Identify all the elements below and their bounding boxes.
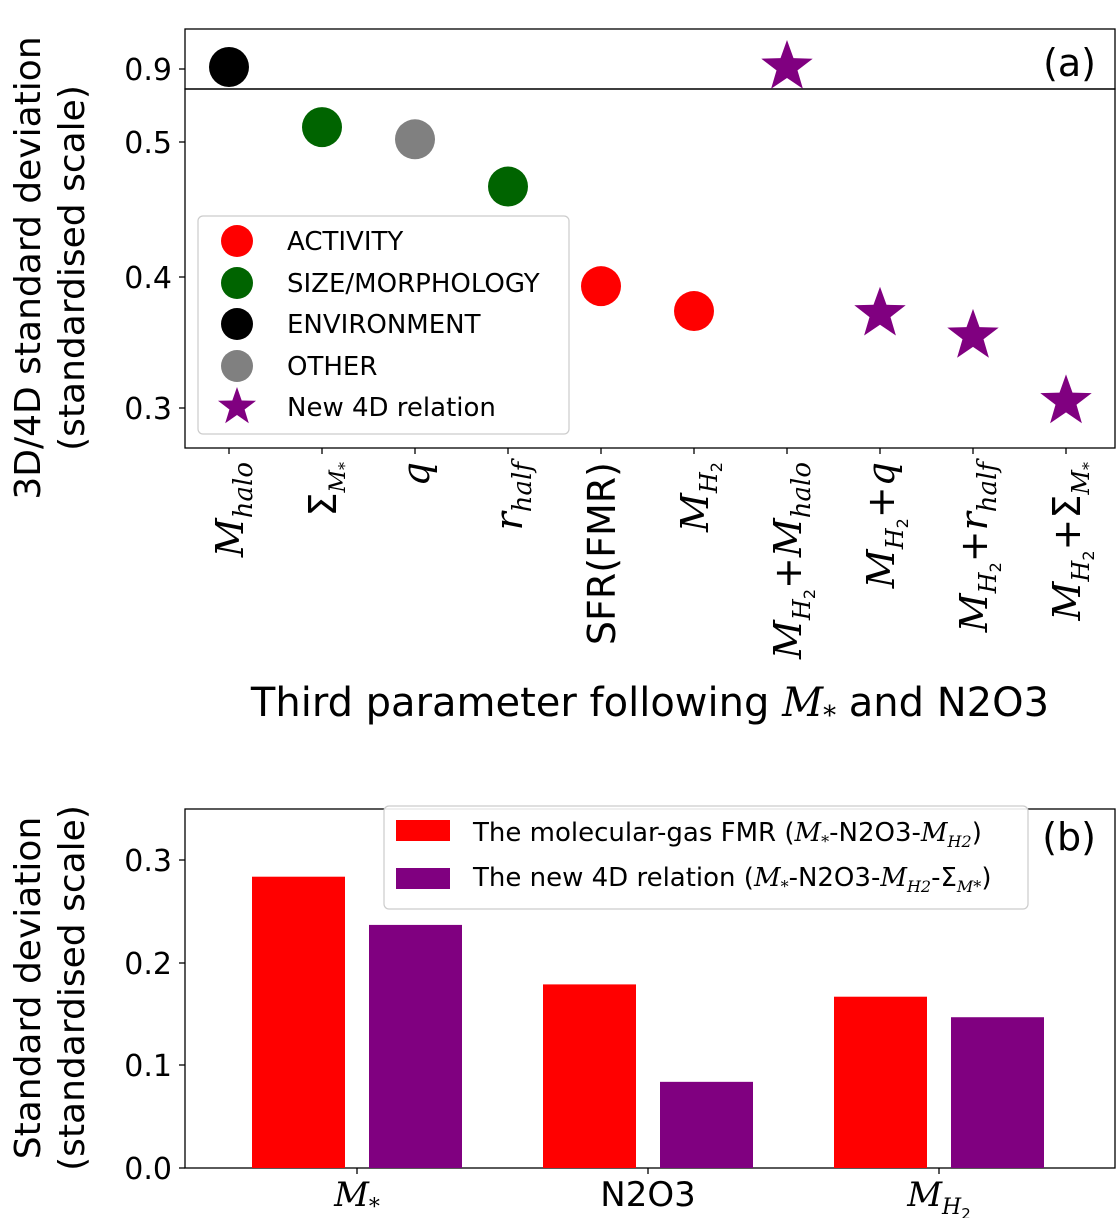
legend-marker-activity [221, 225, 253, 257]
ytick-label-0.5: 0.5 [124, 126, 172, 161]
data-point-0 [209, 47, 249, 87]
ytick-label-0.1: 0.1 [124, 1049, 172, 1084]
panel-a-ylabel-line2: (standardised scale) [52, 85, 93, 451]
bar-series0-2 [834, 996, 927, 1168]
legend-marker-new4d [218, 387, 256, 424]
xtick-label-rhalf: rhalf [487, 458, 538, 531]
bar-series0-0 [252, 876, 345, 1168]
data-point-4 [581, 266, 621, 307]
legend-label-fmr: The molecular-gas FMR (M*-N2O3-MH2) [472, 818, 982, 851]
panel-a-xlabel: Third parameter following M* and N2O3 [250, 680, 1049, 731]
bar-series1-2 [951, 1017, 1044, 1168]
data-point-5 [674, 291, 714, 332]
panel-a: 0.9 0.3 0.4 0.5 (a) 3D/4D standard devia… [8, 28, 1116, 731]
bar-series1-1 [660, 1081, 753, 1168]
ytick-label-0.9: 0.9 [124, 53, 172, 88]
xtick-label-mh2-sigma: MH2+ΣM* [1045, 462, 1098, 621]
legend-marker-other [221, 350, 253, 382]
xtick-label-mh2-rhalf: MH2+rhalf [952, 458, 1005, 634]
data-point-6 [761, 40, 813, 89]
panel-a-xtick-labels: Mhalo ΣM* q rhalf SFR(FMR) MH2 MH2+Mhalo… [208, 458, 1098, 660]
legend-swatch-fmr [396, 820, 450, 841]
data-point-2 [395, 119, 435, 160]
legend-box [197, 215, 570, 435]
panel-a-data-points [209, 40, 1092, 424]
data-point-9 [1040, 374, 1092, 424]
ytick-label-0.3: 0.3 [124, 844, 172, 879]
legend-label-size-morphology: SIZE/MORPHOLOGY [287, 269, 540, 299]
legend-label-new4d: New 4D relation [287, 393, 496, 423]
panel-b-yticks: 0.0 0.1 0.2 0.3 [124, 844, 185, 1187]
data-point-3 [488, 166, 528, 207]
legend-marker-environment [221, 308, 253, 340]
xtick-label-q: q [394, 462, 438, 486]
panel-b-label: (b) [1042, 815, 1096, 859]
panel-a-xticks [228, 448, 1067, 454]
panel-a-lower-yticks: 0.3 0.4 0.5 [124, 126, 185, 427]
xtick-label-mh2-mhalo: MH2+Mhalo [766, 462, 819, 660]
xtick-label-mh2-q: MH2+q [859, 462, 912, 589]
panel-a-ylabel-line1: 3D/4D standard deviation [8, 36, 49, 499]
bar-series1-0 [369, 924, 462, 1168]
data-point-1 [302, 107, 342, 148]
panel-b-ylabel-line1: Standard deviation [8, 817, 49, 1160]
panel-a-label: (a) [1043, 41, 1096, 85]
xtick-label-n2o3: N2O3 [600, 1175, 695, 1215]
panel-b-ylabel-line2: (standardised scale) [52, 805, 93, 1171]
xtick-label-sigma-mstar: ΣM* [301, 462, 354, 517]
legend-label-environment: ENVIRONMENT [287, 310, 481, 340]
bar-series0-1 [543, 984, 636, 1168]
xtick-label-sfr-fmr: SFR(FMR) [580, 462, 624, 645]
xtick-label-mhalo: Mhalo [208, 462, 259, 558]
legend-label-new4d-relation: The new 4D relation (M*-N2O3-MH2-ΣM*) [472, 863, 991, 896]
data-point-8 [947, 308, 999, 358]
panel-b-ylabel: Standard deviation (standardised scale) [8, 805, 93, 1171]
panel-a-legend: ACTIVITY SIZE/MORPHOLOGY ENVIRONMENT OTH… [197, 215, 570, 435]
panel-a-upper-frame [184, 28, 1116, 90]
panel-b-bars [252, 876, 1044, 1168]
panel-b-xticks: M* N2O3 MH2 [333, 1168, 971, 1218]
ytick-label-0.4: 0.4 [124, 261, 172, 296]
xtick-label-mh2: MH2 [673, 462, 726, 533]
panel-b: 0.0 0.1 0.2 0.3 M* N2O3 MH2 (b) Standard… [8, 805, 1116, 1218]
legend-swatch-new4d [396, 868, 450, 889]
panel-a-upper-yticks: 0.9 [124, 53, 185, 88]
ytick-label-0.2: 0.2 [124, 947, 172, 982]
xtick-label-mstar: M* [333, 1175, 380, 1218]
data-point-7 [854, 286, 906, 336]
xtick-label-mh2: MH2 [906, 1175, 971, 1218]
ytick-label-0.3: 0.3 [124, 392, 172, 427]
legend-box [383, 805, 1029, 910]
legend-marker-size-morphology [221, 267, 253, 299]
ytick-label-0.0: 0.0 [124, 1152, 172, 1187]
panel-b-legend: The molecular-gas FMR (M*-N2O3-MH2) The … [383, 805, 1029, 910]
legend-label-activity: ACTIVITY [287, 227, 403, 257]
panel-a-lower-frame [184, 88, 1116, 449]
panel-a-ylabel: 3D/4D standard deviation (standardised s… [8, 36, 93, 499]
legend-label-other: OTHER [287, 352, 377, 382]
